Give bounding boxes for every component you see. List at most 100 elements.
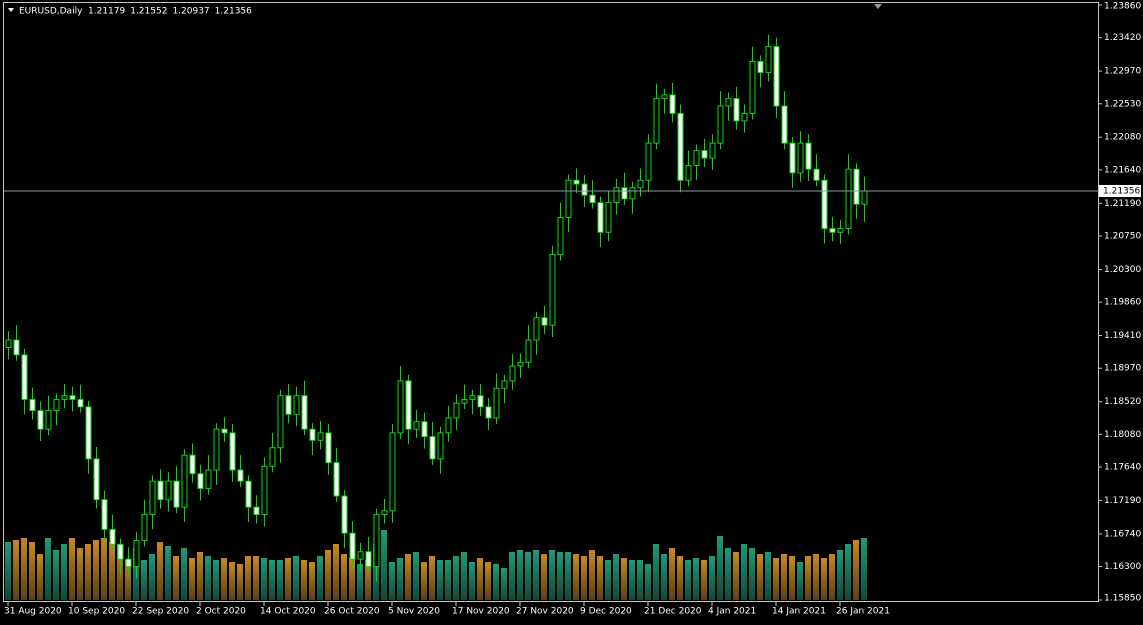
volume-bar xyxy=(77,548,83,600)
candle-body xyxy=(277,395,284,449)
candle-body xyxy=(309,428,316,441)
volume-bar xyxy=(861,538,867,600)
volume-bar xyxy=(45,538,51,600)
candle-body xyxy=(21,354,28,400)
header: EURUSD,Daily xyxy=(19,7,83,17)
volume-bar xyxy=(445,560,451,600)
x-tick-label: 2 Oct 2020 xyxy=(196,607,246,617)
candle-body xyxy=(117,543,124,560)
volume-bar xyxy=(477,558,483,600)
candle-body xyxy=(85,406,92,460)
candle-body xyxy=(413,421,420,430)
volume-bar xyxy=(829,554,835,600)
candle-body xyxy=(813,168,820,181)
volume-bar xyxy=(549,550,555,600)
candle-body xyxy=(477,395,484,408)
volume-bar xyxy=(93,540,99,600)
volume-bar xyxy=(349,558,355,600)
volume-bar xyxy=(221,558,227,600)
candle-body xyxy=(573,179,580,185)
y-tick-label: 1.15850 xyxy=(1104,594,1141,604)
candle-body xyxy=(733,98,740,122)
volume-bar xyxy=(429,556,435,600)
menu-arrow[interactable] xyxy=(8,8,14,12)
volume-bar xyxy=(437,560,443,600)
candle-body xyxy=(389,432,396,512)
candle-body xyxy=(301,395,308,430)
volume-bar xyxy=(677,556,683,600)
volume-bar xyxy=(21,538,27,600)
volume-bar xyxy=(557,552,563,600)
volume-bar xyxy=(757,554,763,600)
volume-bar xyxy=(573,554,579,600)
x-tick-label: 14 Jan 2021 xyxy=(772,607,826,617)
candle-body xyxy=(725,98,732,107)
volume-bar xyxy=(629,560,635,600)
volume-bar xyxy=(125,560,131,600)
volume-bar xyxy=(821,558,827,600)
candle-body xyxy=(589,194,596,204)
candle-body xyxy=(197,473,204,490)
x-tick-label: 5 Nov 2020 xyxy=(388,607,440,617)
volume-bar xyxy=(53,550,59,600)
y-tick-label: 1.21640 xyxy=(1104,165,1141,175)
header-value: 1.21552 xyxy=(130,7,167,17)
candle-body xyxy=(5,339,12,348)
volume-bar xyxy=(813,554,819,600)
volume-bar xyxy=(669,548,675,600)
candle-body xyxy=(125,558,132,568)
candle-body xyxy=(517,361,524,367)
volume-bar xyxy=(525,552,531,600)
candle-body xyxy=(357,551,364,560)
candle-body xyxy=(797,142,804,174)
candle-body xyxy=(445,417,452,434)
y-tick-label: 1.16300 xyxy=(1104,562,1141,572)
volume-bar xyxy=(285,558,291,600)
candle-body xyxy=(45,410,52,430)
volume-bar xyxy=(293,556,299,600)
candle-body xyxy=(341,495,348,534)
volume-bar xyxy=(853,540,859,600)
volume-bar xyxy=(837,550,843,600)
volume-bar xyxy=(229,562,235,600)
y-tick-label: 1.18080 xyxy=(1104,430,1141,440)
candle-body xyxy=(61,395,68,400)
candle-body xyxy=(133,540,140,568)
y-tick-label: 1.22970 xyxy=(1104,67,1141,77)
volume-bar xyxy=(581,556,587,600)
volume-bar xyxy=(589,550,595,600)
candle-body xyxy=(749,60,756,114)
volume-bar xyxy=(661,554,667,600)
volume-bar xyxy=(109,542,115,600)
candle-body xyxy=(669,94,676,114)
y-tick-label: 1.20750 xyxy=(1104,232,1141,242)
candle-body xyxy=(141,514,148,542)
volume-bar xyxy=(709,556,715,600)
y-tick-label: 1.16740 xyxy=(1104,529,1141,539)
volume-bar xyxy=(165,546,171,600)
volume-bar xyxy=(605,560,611,600)
volume-bar xyxy=(509,552,515,600)
candle-body xyxy=(397,380,404,434)
volume-bar xyxy=(413,552,419,600)
candle-body xyxy=(205,469,212,490)
volume-bar xyxy=(237,564,243,600)
candle-body xyxy=(741,112,748,122)
candle-body xyxy=(373,514,380,568)
candle-body xyxy=(173,480,180,508)
volume-bar xyxy=(749,548,755,600)
x-tick-label: 17 Nov 2020 xyxy=(452,607,510,617)
candle-body xyxy=(765,46,772,74)
y-tick-label: 1.23860 xyxy=(1104,2,1141,12)
volume-bar xyxy=(845,544,851,600)
volume-bar xyxy=(645,564,651,600)
candle-body xyxy=(429,436,436,460)
candle-body xyxy=(717,105,724,144)
volume-bar xyxy=(141,560,147,600)
y-tick-label: 1.17190 xyxy=(1104,496,1141,506)
volume-bar xyxy=(357,564,363,600)
volume-bar xyxy=(269,560,275,600)
candle-body xyxy=(637,179,644,189)
